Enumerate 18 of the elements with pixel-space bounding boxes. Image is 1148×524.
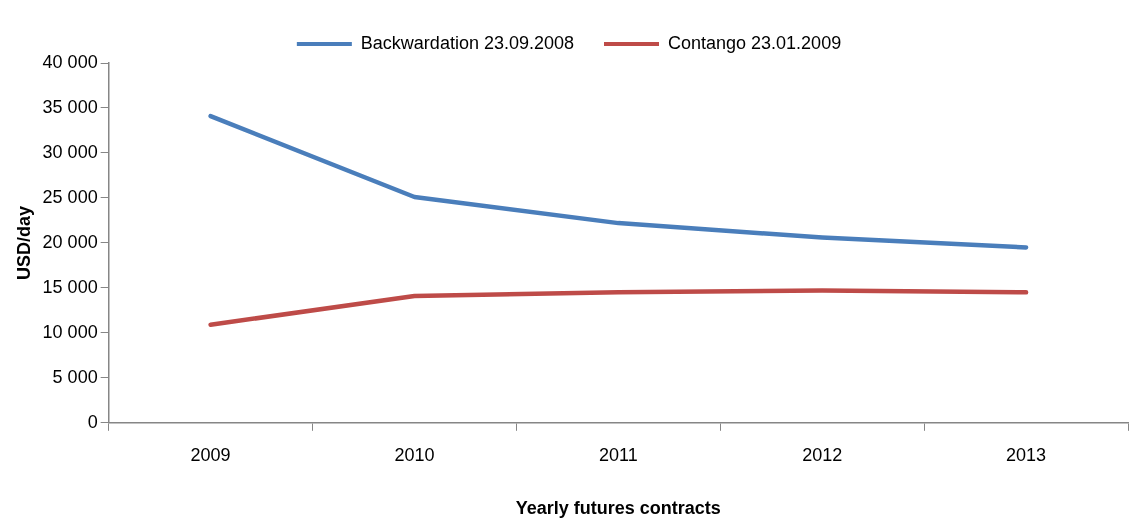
x-tick-label: 2011 [598,444,638,465]
legend-label: Backwardation 23.09.2008 [360,32,574,53]
x-tick-label: 2009 [190,444,231,465]
y-tick-label: 10 000 [42,321,98,342]
y-tick-label: 35 000 [42,96,98,117]
y-tick-label: 0 [87,411,98,432]
y-axis-title: USD/day [13,205,34,280]
y-tick-label: 30 000 [42,141,98,162]
legend-label: Contango 23.01.2009 [668,32,842,53]
y-tick-label: 40 000 [42,51,98,72]
x-tick-label: 2010 [394,444,435,465]
x-axis-title: Yearly futures contracts [515,498,721,519]
y-tick-label: 20 000 [42,231,98,252]
x-tick-label: 2012 [802,444,843,465]
y-tick-label: 15 000 [42,276,98,297]
x-tick-label: 2013 [1006,444,1047,465]
y-tick-label: 25 000 [42,186,98,207]
y-tick-label: 5 000 [52,366,98,387]
